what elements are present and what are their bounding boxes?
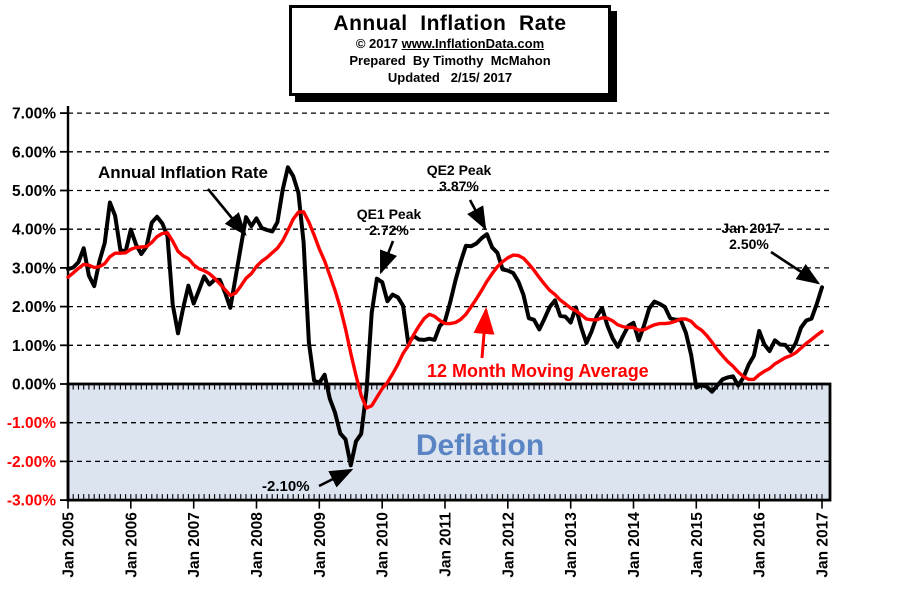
y-axis-label: 5.00% — [12, 183, 56, 200]
chart-title: Annual Inflation Rate — [333, 12, 567, 35]
chart-title-box: Annual Inflation Rate © 2017 www.Inflati… — [289, 5, 611, 96]
updated-date-text: Updated 2/15/ 2017 — [387, 69, 513, 85]
y-axis-label: -2.00% — [7, 454, 56, 471]
y-axis-label: -3.00% — [7, 493, 56, 510]
y-axis-label: 0.00% — [12, 377, 56, 394]
deflation-band — [68, 384, 830, 501]
x-axis-label: Jan 2011 — [438, 512, 455, 577]
y-axis-label: 7.00% — [12, 106, 56, 123]
jan-2017-label-arrow — [770, 250, 821, 285]
site-link[interactable]: www.InflationData.com — [401, 36, 545, 51]
x-axis-label: Jan 2005 — [61, 512, 78, 578]
moving-average-label-arrow — [473, 307, 495, 359]
prepared-by-text: Prepared By Timothy McMahon — [349, 52, 551, 68]
x-axis-label: Jan 2007 — [186, 512, 203, 578]
x-axis-label: Jan 2014 — [626, 512, 643, 578]
annual-inflation-line — [66, 165, 824, 468]
qe1-peak-label-arrow — [379, 240, 397, 275]
x-axis-label: Jan 2009 — [312, 512, 329, 578]
jan-2017-label: 2.50% — [729, 236, 769, 252]
qe1-peak-label: 2.72% — [369, 222, 409, 238]
qe2-peak-label: QE2 Peak — [427, 162, 492, 178]
y-axis-label: 3.00% — [12, 260, 56, 277]
jan-2017-label: Jan 2017 — [721, 220, 780, 236]
trough-label-arrow — [318, 468, 354, 488]
qe2-peak-label-arrow — [467, 199, 487, 231]
copyright-line: © 2017 www.InflationData.com — [294, 36, 606, 53]
x-axis-label: Jan 2008 — [249, 512, 266, 578]
qe1-peak-label: QE1 Peak — [357, 206, 422, 222]
y-axis-label: 2.00% — [12, 299, 56, 316]
y-axis-label: 4.00% — [12, 222, 56, 239]
x-axis-label: Jan 2010 — [375, 512, 392, 578]
y-axis-label: -1.00% — [7, 415, 56, 432]
y-axis-label: 1.00% — [12, 338, 56, 355]
annual-inflation-label-arrow — [206, 188, 247, 237]
x-axis-label: Jan 2013 — [563, 512, 580, 578]
x-axis-label: Jan 2015 — [689, 512, 706, 578]
x-axis-label: Jan 2016 — [752, 512, 769, 578]
x-axis-label: Jan 2017 — [815, 512, 832, 578]
annual-inflation-label: Annual Inflation Rate — [98, 163, 268, 182]
moving-average-label: 12 Month Moving Average — [427, 361, 649, 381]
qe2-peak-label: 3.87% — [439, 178, 479, 194]
x-axis-label: Jan 2006 — [123, 512, 140, 578]
trough-label: -2.10% — [262, 478, 310, 495]
y-axis-label: 6.00% — [12, 144, 56, 161]
moving-average-line — [66, 210, 824, 410]
x-axis-label: Jan 2012 — [500, 512, 517, 578]
copyright-text: © 2017 — [355, 36, 402, 51]
deflation-label: Deflation — [416, 429, 544, 462]
